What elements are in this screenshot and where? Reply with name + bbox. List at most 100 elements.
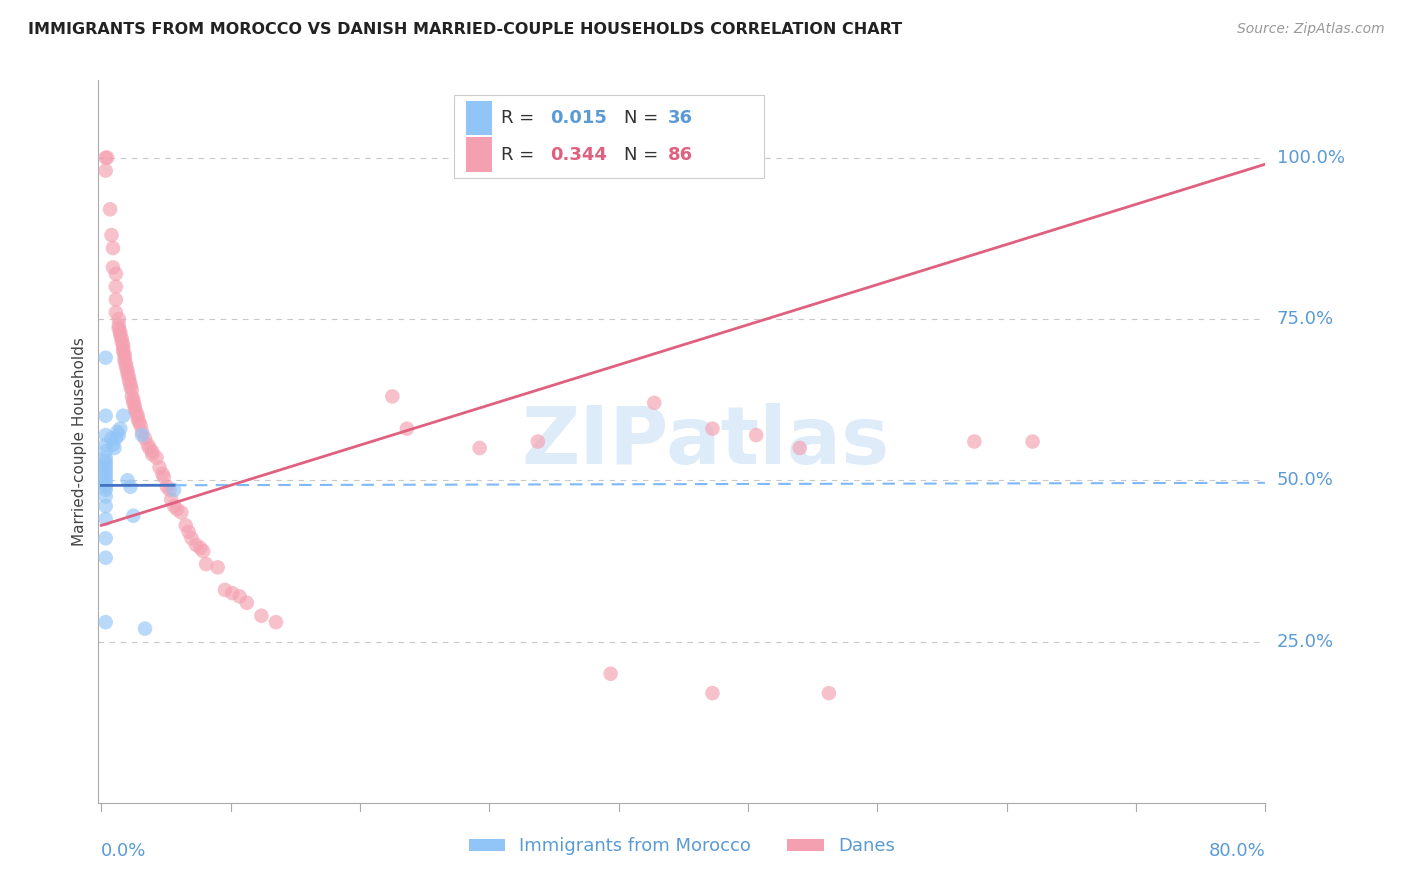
Point [94, 163, 117, 178]
Text: 0.344: 0.344 [550, 145, 607, 163]
Point [127, 409, 149, 423]
Point [114, 347, 136, 361]
Point [124, 402, 146, 417]
Point [94, 499, 117, 513]
Point [94, 512, 117, 526]
Point [110, 328, 132, 343]
Point [117, 367, 139, 381]
Point [117, 473, 139, 487]
Point [94, 450, 117, 465]
Text: 25.0%: 25.0% [1277, 632, 1334, 650]
Point [94, 454, 117, 468]
Point [122, 508, 145, 523]
Bar [465, 101, 492, 136]
Point [124, 399, 146, 413]
Point [193, 544, 215, 558]
Text: ZIPatlas: ZIPatlas [522, 402, 890, 481]
Point [101, 241, 124, 255]
Point [152, 467, 174, 481]
Point [107, 318, 129, 333]
Point [643, 396, 665, 410]
Point [166, 502, 188, 516]
Point [120, 480, 142, 494]
Point [104, 293, 127, 307]
Point [963, 434, 986, 449]
Point [115, 357, 138, 371]
Point [112, 409, 135, 423]
Point [94, 428, 117, 442]
Point [100, 431, 122, 445]
Point [125, 405, 148, 419]
Point [138, 441, 160, 455]
Point [468, 441, 491, 455]
Point [184, 538, 207, 552]
Point [174, 518, 197, 533]
Point [112, 341, 135, 355]
Point [159, 483, 181, 497]
Text: R =: R = [501, 145, 540, 163]
Point [101, 438, 124, 452]
Point [134, 431, 156, 445]
Text: R =: R = [501, 109, 540, 127]
Point [94, 489, 117, 503]
Text: 75.0%: 75.0% [1277, 310, 1334, 328]
Text: 0.015: 0.015 [550, 109, 607, 127]
Point [702, 686, 724, 700]
Point [117, 363, 139, 377]
Point [745, 428, 768, 442]
Point [118, 370, 141, 384]
Text: 100.0%: 100.0% [1277, 149, 1344, 167]
Point [112, 338, 135, 352]
Point [381, 389, 404, 403]
Point [105, 425, 128, 439]
Point [145, 450, 167, 465]
Point [527, 434, 550, 449]
Point [120, 376, 142, 391]
Point [94, 444, 117, 458]
Point [111, 334, 134, 349]
Point [134, 622, 156, 636]
Point [118, 373, 141, 387]
Point [264, 615, 287, 630]
Point [94, 483, 117, 497]
Point [104, 267, 127, 281]
Point [94, 473, 117, 487]
Point [221, 586, 243, 600]
Point [94, 480, 117, 494]
Point [156, 480, 179, 494]
Point [94, 460, 117, 475]
Text: N =: N = [623, 145, 664, 163]
Point [136, 438, 159, 452]
Point [121, 389, 143, 403]
Point [94, 438, 117, 452]
Text: N =: N = [623, 109, 664, 127]
Point [250, 608, 273, 623]
Point [103, 441, 125, 455]
Point [110, 325, 132, 339]
Text: 36: 36 [668, 109, 693, 127]
Point [170, 506, 193, 520]
Point [127, 412, 149, 426]
Point [702, 422, 724, 436]
Point [818, 686, 841, 700]
Point [228, 590, 250, 604]
Text: 50.0%: 50.0% [1277, 471, 1333, 489]
Point [94, 550, 117, 565]
Text: 0.0%: 0.0% [101, 842, 146, 860]
Point [94, 470, 117, 484]
Point [789, 441, 811, 455]
Point [100, 228, 122, 243]
Point [180, 531, 202, 545]
Point [111, 331, 134, 345]
Point [120, 380, 142, 394]
Point [121, 383, 143, 397]
Text: IMMIGRANTS FROM MOROCCO VS DANISH MARRIED-COUPLE HOUSEHOLDS CORRELATION CHART: IMMIGRANTS FROM MOROCCO VS DANISH MARRIE… [28, 22, 903, 37]
Point [104, 279, 127, 293]
Point [96, 151, 118, 165]
Point [214, 582, 236, 597]
Point [101, 260, 124, 275]
Point [94, 476, 117, 491]
Point [129, 418, 152, 433]
Point [114, 354, 136, 368]
Point [94, 409, 117, 423]
